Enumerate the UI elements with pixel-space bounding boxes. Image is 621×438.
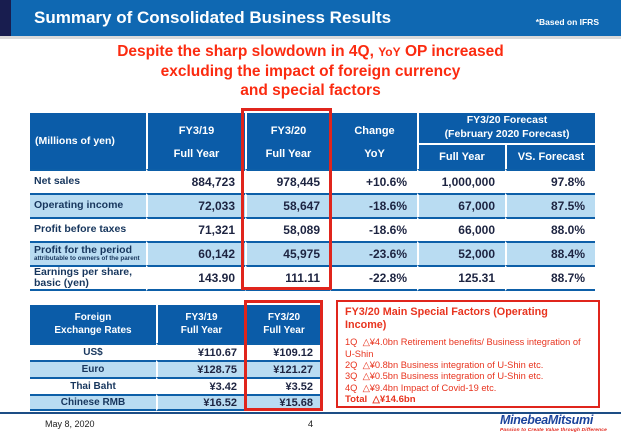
fx-row-usd: US$ ¥110.67 ¥109.12 [30, 343, 321, 360]
cell-fy19: 72,033 [146, 193, 245, 217]
special-factor-2q: 2Q △¥0.8bn Business integration of U-Shi… [345, 360, 544, 370]
headline-line1: Despite the sharp slowdown in 4Q, YoY OP… [117, 43, 504, 60]
table-row-operating-income: Operating income 72,033 58,647 -18.6% 67… [30, 193, 596, 217]
col-header-forecast-fullyear: Full Year [417, 145, 505, 169]
special-factor-1q: 1Q △¥4.0bn Retirement benefits/ Business… [345, 337, 584, 359]
row-label: Profit before taxes [30, 217, 146, 241]
special-factor-4q: 4Q △¥9.4bn Impact of Covid-19 etc. [345, 382, 497, 393]
col-header-change: Change YoY [330, 113, 417, 169]
fx-row-thai-baht: Thai Baht ¥3.42 ¥3.52 [30, 377, 321, 394]
special-factors-total: Total △¥14.6bn [345, 393, 416, 405]
results-table: (Millions of yen) FY3/19 Full Year FY3/2… [30, 113, 596, 292]
cell-yoy: -22.8% [330, 265, 417, 292]
cell-fy19: 71,321 [146, 217, 245, 241]
row-label: Profit for the period attributable to ow… [30, 241, 146, 265]
cell-yoy: -18.6% [330, 217, 417, 241]
special-factor-3q: 3Q △¥0.5bn Business integration of U-Shi… [345, 371, 544, 382]
company-logo: MinebeaMitsumi Passion to Create Value t… [499, 413, 607, 433]
logo-text: MinebeaMitsumi [499, 413, 594, 427]
headline-line3: and special factors [240, 82, 381, 100]
special-factors-title: FY3/20 Main Special Factors (Operating I… [345, 306, 548, 332]
header-shadow [0, 36, 621, 39]
cell-yoy: -18.6% [330, 193, 417, 217]
table-row-net-sales: Net sales 884,723 978,445 +10.6% 1,000,0… [30, 169, 596, 193]
cell-forecast: 52,000 [417, 241, 505, 265]
cell-vs-forecast: 97.8% [505, 169, 596, 193]
cell-forecast: 125.31 [417, 265, 505, 292]
cell-vs-forecast: 88.4% [505, 241, 596, 265]
cell-yoy: -23.6% [330, 241, 417, 265]
headline-line2: excluding the impact of foreign currency [160, 62, 461, 80]
table-row-eps: Earnings per share, basic (yen) 143.90 1… [30, 265, 596, 292]
col-header-forecast-group: FY3/20 Forecast (February 2020 Forecast) [417, 113, 596, 145]
fx-rates-table: Foreign Exchange Rates FY3/19 Full Year … [30, 305, 321, 411]
col-header-vs-forecast: VS. Forecast [505, 145, 596, 169]
page-number: 4 [307, 419, 314, 430]
table-row-profit-before-taxes: Profit before taxes 71,321 58,089 -18.6%… [30, 217, 596, 241]
cell-fy19: 143.90 [146, 265, 245, 292]
cell-fy20: 58,089 [245, 217, 330, 241]
col-header-fy20: FY3/20 Full Year [245, 113, 330, 169]
cell-fy20: 58,647 [245, 193, 330, 217]
row-label: Net sales [30, 169, 146, 193]
cell-yoy: +10.6% [330, 169, 417, 193]
fx-row-euro: Euro ¥128.75 ¥121.27 [30, 360, 321, 377]
cell-forecast: 66,000 [417, 217, 505, 241]
cell-forecast: 1,000,000 [417, 169, 505, 193]
cell-forecast: 67,000 [417, 193, 505, 217]
cell-fy19: 60,142 [146, 241, 245, 265]
table-row-profit-for-period: Profit for the period attributable to ow… [30, 241, 596, 265]
footer-date: May 8, 2020 [45, 419, 95, 429]
cell-fy20: 978,445 [245, 169, 330, 193]
cell-fy20: 111.11 [245, 265, 330, 292]
headline: Despite the sharp slowdown in 4Q, YoY OP… [0, 42, 621, 101]
logo-tagline: Passion to Create Value through Differen… [499, 427, 607, 433]
row-sublabel: attributable to owners of the parent [34, 255, 140, 263]
cell-fy19: 884,723 [146, 169, 245, 193]
cell-fy20: 45,975 [245, 241, 330, 265]
ifrs-note: *Based on IFRS [535, 17, 599, 27]
fx-header-label: Foreign Exchange Rates [30, 305, 156, 343]
col-header-fy19: FY3/19 Full Year [146, 113, 245, 169]
header-accent-stripe [0, 0, 11, 36]
fx-header-fy19: FY3/19 Full Year [156, 305, 245, 343]
cell-vs-forecast: 88.0% [505, 217, 596, 241]
slide-title: Summary of Consolidated Business Results [34, 8, 392, 27]
cell-vs-forecast: 87.5% [505, 193, 596, 217]
unit-label: (Millions of yen) [30, 113, 146, 169]
footer-divider [0, 412, 621, 414]
special-factors-box: FY3/20 Main Special Factors (Operating I… [336, 300, 600, 408]
cell-vs-forecast: 88.7% [505, 265, 596, 292]
header-bar: Summary of Consolidated Business Results… [0, 0, 621, 36]
fx-row-chinese-rmb: Chinese RMB ¥16.52 ¥15.68 [30, 394, 321, 411]
row-label: Earnings per share, basic (yen) [30, 265, 146, 292]
fx-header-fy20: FY3/20 Full Year [245, 305, 321, 343]
row-label: Operating income [30, 193, 146, 217]
